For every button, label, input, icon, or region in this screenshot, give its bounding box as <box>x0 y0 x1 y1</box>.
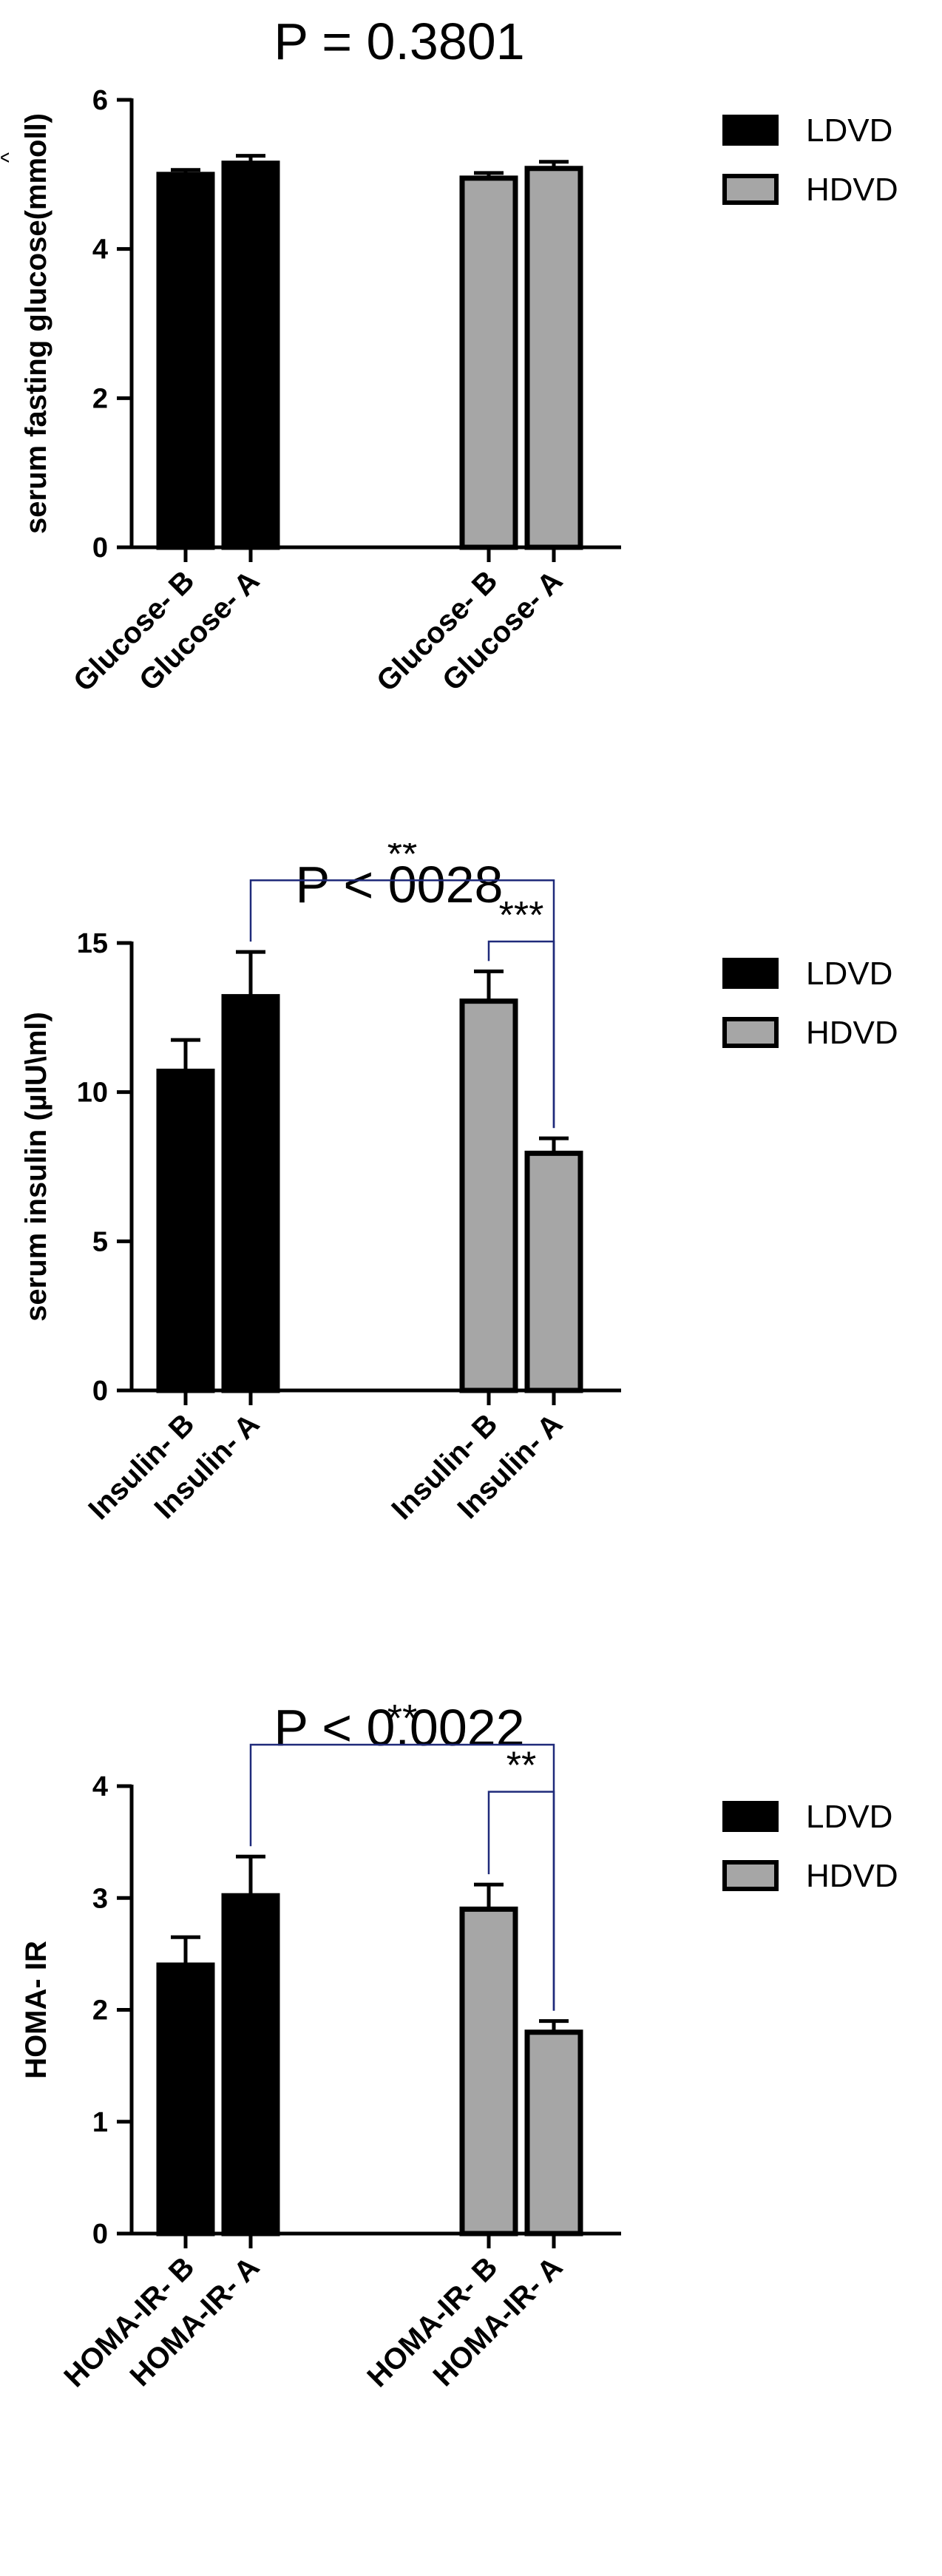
glucose-chart: P = 0.3801 0 2 4 6 serum fasting glucose(mmol… <box>0 13 898 698</box>
homa-ir-bar <box>221 1893 280 2237</box>
homa-ir-significance-bracket <box>487 1791 555 2011</box>
insulin-bar <box>524 1150 583 1393</box>
insulin-legend-swatch <box>722 1017 779 1048</box>
homa-ir-y-tick-label: 1 <box>92 2107 108 2138</box>
glucose-legend-swatch <box>722 115 779 146</box>
insulin-bar <box>156 1068 215 1393</box>
insulin-title: P < 0028 <box>296 856 504 913</box>
homa-ir-legend-label: HDVD <box>806 1858 898 1894</box>
insulin-legend-swatch <box>722 958 779 989</box>
glucose-legend-label: HDVD <box>806 172 898 208</box>
glucose-bar <box>524 166 583 550</box>
insulin-y-tick-label: 10 <box>77 1078 108 1109</box>
glucose-chart-panel: P = 0.3801 0 2 4 6 serum fasting glucose(mmol… <box>0 0 942 843</box>
insulin-significance-bracket <box>487 940 555 1129</box>
glucose-y-axis-label-mark: ^ <box>0 152 21 163</box>
homa-ir-legend-label: LDVD <box>806 1799 892 1835</box>
glucose-legend-label: LDVD <box>806 112 892 149</box>
glucose-y-tick-label: 0 <box>92 533 108 564</box>
glucose-legend-swatch <box>722 174 779 205</box>
insulin-y-tick-label: 5 <box>92 1226 108 1257</box>
insulin-significance-label: ** <box>387 843 417 876</box>
glucose-bar <box>459 175 518 550</box>
homa-ir-bar <box>156 1962 215 2237</box>
glucose-bar <box>156 172 215 550</box>
homa-ir-legend-swatch <box>722 1860 779 1891</box>
insulin-y-tick-label: 15 <box>77 928 108 959</box>
insulin-significance-label: *** <box>499 894 544 937</box>
glucose-y-tick-label: 6 <box>92 85 108 116</box>
homa-ir-y-axis-label: HOMA- IR <box>20 1941 52 2079</box>
homa-ir-bar <box>524 2029 583 2237</box>
homa-ir-y-tick-label: 3 <box>92 1883 108 1914</box>
homa-ir-significance-label: ** <box>506 1745 536 1788</box>
insulin-legend-label: LDVD <box>806 956 892 992</box>
insulin-bar <box>459 998 518 1393</box>
glucose-title: P = 0.3801 <box>274 13 524 70</box>
homa-ir-legend-swatch <box>722 1801 779 1832</box>
glucose-y-tick-label: 4 <box>92 234 108 266</box>
homa-ir-chart-panel: P < 0.0022 0 1 2 3 4 HOMA- IR HOMA-IR- B HOMA-IR… <box>0 1686 942 2576</box>
glucose-y-tick-label: 2 <box>92 383 108 414</box>
insulin-y-tick-label: 0 <box>92 1376 108 1407</box>
homa-ir-y-tick-label: 0 <box>92 2219 108 2250</box>
homa-ir-significance-label: ** <box>387 1697 417 1740</box>
homa-ir-bar <box>459 1906 518 2237</box>
glucose-y-axis-label: serum fasting glucose(mmoll) <box>20 113 52 534</box>
homa-ir-title: P < 0.0022 <box>274 1699 524 1757</box>
homa-ir-y-tick-label: 2 <box>92 1995 108 2026</box>
insulin-chart-panel: P < 0028 0 5 10 15 serum insulin (µIU\ml) Insu… <box>0 843 942 1686</box>
glucose-bar <box>221 160 280 550</box>
insulin-legend-label: HDVD <box>806 1015 898 1051</box>
insulin-y-axis-label: serum insulin (µIU\ml) <box>20 1012 52 1322</box>
insulin-bar <box>221 994 280 1393</box>
homa-ir-y-tick-label: 4 <box>92 1771 108 1802</box>
